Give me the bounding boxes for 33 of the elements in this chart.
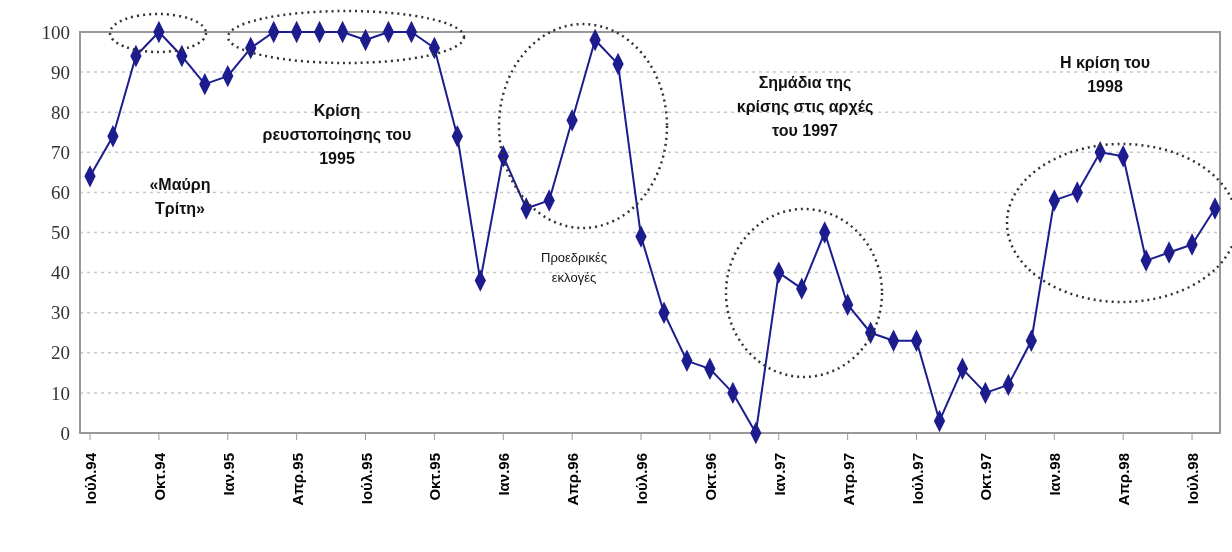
x-tick-label: Ιαν.97 [770,453,788,496]
x-tick-label: Ιούλ.94 [82,452,99,505]
x-tick-label: Απρ.95 [288,453,306,506]
x-tick-label: Ιούλ.97 [908,453,926,505]
x-tick-label: Απρ.97 [839,453,857,506]
y-tick-label: 100 [41,21,70,43]
annotation: Σημάδια της κρίσης στις αρχές του 1997 [736,74,874,139]
x-tick-label: Ιαν.95 [219,453,237,496]
x-tick-label: Οκτ.94 [150,452,168,501]
y-tick-label: 30 [51,302,70,324]
x-tick-label: Ιούλ.96 [633,453,651,505]
x-tick-label: Απρ.98 [1115,453,1133,506]
x-tick-label: Απρ.96 [564,453,582,506]
annotation: Κρίση ρευστοποίησης του 1995 [262,102,412,167]
annotation: Προεδρικές εκλογές [541,250,607,285]
x-tick-label: Ιούλ.98 [1184,453,1202,505]
x-tick-label: Ιαν.98 [1046,453,1064,496]
y-tick-label: 0 [60,422,70,444]
x-tick-label: Οκτ.97 [977,453,995,501]
annotation: «Μαύρη Τρίτη» [149,176,211,217]
y-tick-label: 80 [51,101,70,123]
x-tick-label: Οκτ.96 [701,453,719,501]
x-tick-label: Ιαν.96 [495,453,513,496]
x-tick-label: Οκτ.95 [426,453,444,501]
x-tick-label: Ιούλ.95 [357,453,375,505]
y-tick-label: 50 [51,222,70,244]
y-tick-label: 10 [51,382,70,404]
y-tick-label: 70 [51,141,70,163]
y-tick-label: 90 [51,61,70,83]
y-tick-label: 20 [51,342,70,364]
y-tick-label: 40 [51,262,70,284]
y-tick-label: 60 [51,182,70,204]
annotation: Η κρίση του 1998 [1059,54,1151,95]
